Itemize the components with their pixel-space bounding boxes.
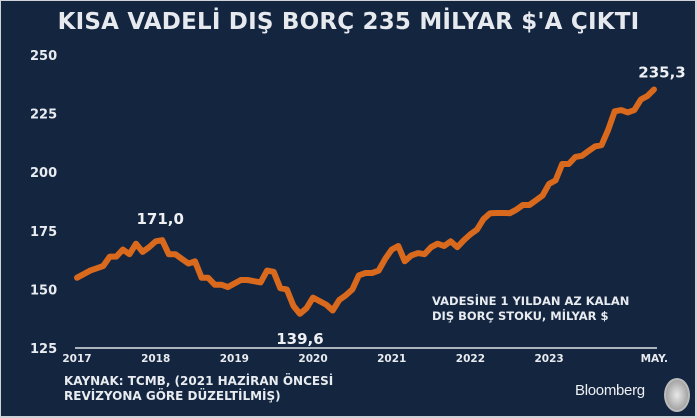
y-tick-label: 250: [30, 49, 57, 64]
source-line-1: KAYNAK: TCMB, (2021 HAZİRAN ÖNCESİ: [64, 374, 334, 388]
x-tick-label: 2018: [141, 353, 170, 365]
bloomberg-logo: Bloomberg: [575, 382, 645, 399]
x-tick-label: 2021: [377, 353, 406, 365]
source-line-2: REVİZYONA GÖRE DÜZELTİLMİŞ): [64, 389, 281, 403]
y-tick-label: 200: [30, 166, 57, 181]
annotation-label: 139,6: [276, 330, 323, 348]
x-tick-label: 2020: [298, 353, 327, 365]
chart-title: KISA VADELİ DIŞ BORÇ 235 MİLYAR $'A ÇIKT…: [57, 9, 640, 35]
x-tick-label: 2023: [534, 353, 563, 365]
y-tick-label: 225: [30, 108, 57, 123]
y-tick-label: 175: [30, 225, 57, 240]
series-line: [74, 86, 657, 317]
x-tick-label: 2019: [220, 353, 249, 365]
ht-logo-icon: [664, 378, 690, 412]
legend-line-1: VADESİNE 1 YILDAN AZ KALAN: [432, 294, 630, 308]
annotation-label: 171,0: [137, 210, 184, 228]
legend-line-2: DIŞ BORÇ STOKU, MİLYAR $: [432, 309, 609, 323]
annotation-label: 235,3: [638, 63, 685, 81]
source-note: KAYNAK: TCMB, (2021 HAZİRAN ÖNCESİ REVİZ…: [64, 374, 333, 404]
x-tick-label: 2022: [456, 353, 485, 365]
y-tick-label: 150: [30, 283, 57, 298]
x-tick-label: MAY.: [641, 353, 668, 365]
x-tick-label: 2017: [62, 353, 91, 365]
legend: VADESİNE 1 YILDAN AZ KALAN DIŞ BORÇ STOK…: [432, 294, 629, 324]
y-tick-label: 125: [30, 342, 57, 357]
